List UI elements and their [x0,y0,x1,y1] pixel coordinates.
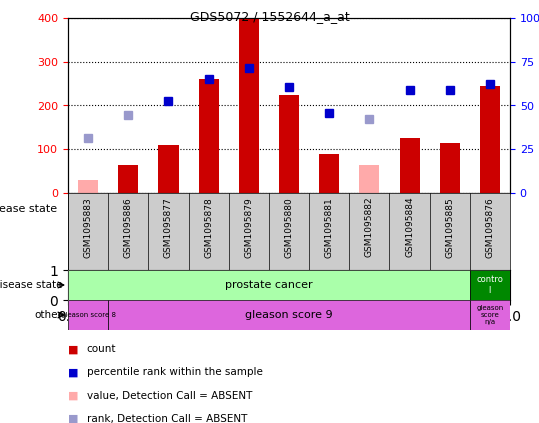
Text: GSM1095880: GSM1095880 [285,197,294,258]
Text: prostate cancer: prostate cancer [225,280,313,290]
Bar [399,138,419,193]
Text: GSM1095883: GSM1095883 [84,197,93,258]
Text: GSM1095877: GSM1095877 [164,197,173,258]
Text: other: other [34,310,63,320]
Bar [108,300,470,330]
Text: gleason score 9: gleason score 9 [245,310,333,320]
Text: GSM1095881: GSM1095881 [324,197,334,258]
Bar [118,165,139,193]
Text: GSM1095878: GSM1095878 [204,197,213,258]
Text: value, Detection Call = ABSENT: value, Detection Call = ABSENT [87,391,252,401]
Text: ■: ■ [68,391,79,401]
Text: disease state: disease state [0,203,57,214]
Text: rank, Detection Call = ABSENT: rank, Detection Call = ABSENT [87,414,247,423]
Text: ■: ■ [68,344,79,354]
Text: GSM1095876: GSM1095876 [486,197,494,258]
Text: disease state: disease state [0,280,63,290]
Bar [78,180,98,193]
Bar [360,165,379,193]
Bar [198,79,219,193]
Text: GSM1095882: GSM1095882 [365,197,374,258]
Text: ■: ■ [68,414,79,423]
Bar [279,95,299,193]
Text: GDS5072 / 1552644_a_at: GDS5072 / 1552644_a_at [190,10,349,23]
Text: count: count [87,344,116,354]
Bar [480,86,500,193]
Bar [470,270,510,300]
Text: GSM1095884: GSM1095884 [405,197,414,258]
Bar [158,145,178,193]
Text: GSM1095886: GSM1095886 [124,197,133,258]
Text: gleason
score
n/a: gleason score n/a [476,305,503,325]
Bar [470,300,510,330]
Text: GSM1095879: GSM1095879 [244,197,253,258]
Bar [319,154,339,193]
Bar [239,18,259,193]
Text: contro
l: contro l [476,275,503,295]
Text: GSM1095885: GSM1095885 [445,197,454,258]
Bar [440,143,460,193]
Text: percentile rank within the sample: percentile rank within the sample [87,368,262,377]
Text: ■: ■ [68,368,79,377]
Text: gleason score 8: gleason score 8 [60,312,115,318]
Bar [68,300,108,330]
